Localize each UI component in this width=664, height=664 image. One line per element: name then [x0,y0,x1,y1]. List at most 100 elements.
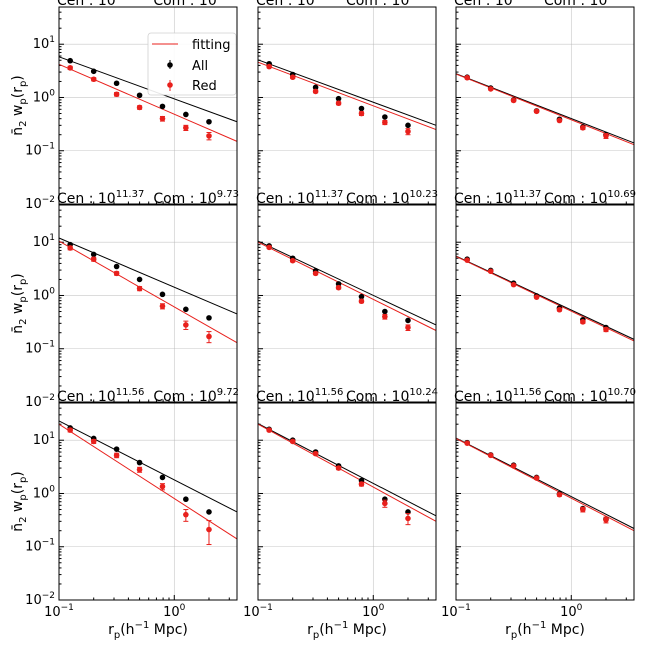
legend-all-label: All [192,59,208,74]
all-point [382,114,388,120]
y-tick-label: 10−1 [25,142,55,159]
red-point [556,117,563,124]
all-point [113,446,120,452]
legend-all-marker [167,62,173,68]
red-point [136,104,143,111]
all-point [90,251,97,258]
red-point [113,91,120,98]
red-point [113,270,120,277]
all-point [183,496,189,503]
red-point [335,284,342,291]
red-point [159,303,166,309]
red-point [90,76,97,83]
red-point [312,270,319,277]
fit-line-red [455,438,635,532]
red-point [556,306,563,313]
all-point [113,263,120,270]
all-point [136,459,143,466]
all-point [136,276,143,283]
y-tick-label: 100 [33,286,56,303]
panel-5 [257,204,437,403]
y-tick-label: 10−2 [25,393,55,410]
panel-title-cen: Cen : 1011.56 [256,387,343,405]
all-point [206,509,212,515]
all-point [312,84,319,91]
all-point [206,315,212,321]
panel-title-com: Com : 109.73 [153,189,239,207]
all-point [159,474,166,481]
fit-line-all [257,59,437,126]
red-point [464,257,470,263]
red-point [67,65,73,71]
y-tick-label: 10−2 [25,195,55,212]
panel-2 [257,6,437,205]
panel-title-cen: Cen : 1011.37 [256,189,343,207]
all-point [206,118,212,125]
red-point [580,124,586,131]
red-point [113,452,120,459]
panel-9 [455,402,635,601]
panel-6 [455,204,635,403]
fit-line-red [58,423,238,540]
legend-red-marker [167,82,173,88]
panel-frame [455,204,635,403]
panel-frame [58,6,238,205]
panel-title-com: Com : 109.72 [153,387,239,405]
y-tick-label: 101 [33,233,55,250]
fit-line-all [257,423,437,517]
panel-title-cen: Cen : 1011.18 [256,0,343,9]
fit-line-red [257,241,437,331]
red-point [533,294,540,300]
red-point [580,506,586,513]
red-point [183,124,189,131]
x-tick-label: 100 [560,603,583,620]
red-point [510,281,517,288]
red-point [603,517,609,523]
panel-title-cen: Cen : 1011.37 [454,189,541,207]
panel-frame [58,204,238,403]
fit-line-all [455,73,635,144]
y-axis-label: n̄2 wp(rp) [10,471,29,532]
fit-line-red [257,423,437,522]
red-point [405,128,411,135]
panel-title-cen: Cen : 1011.56 [454,387,541,405]
panel-title-cen: Cen : 1011.37 [57,189,144,207]
red-point [159,115,166,122]
panel-title-cen: Cen : 1011.18 [454,0,541,9]
panel-3 [455,6,635,205]
y-tick-label: 10−1 [25,538,55,555]
y-tick-label: 100 [33,88,56,105]
red-point [312,88,319,95]
red-point [487,452,494,459]
red-point [464,440,470,446]
red-point [358,298,365,305]
panel-4 [58,204,238,403]
panel-title-com: Com : 1010.23 [346,0,438,9]
panel-title-com: Com : 1010.23 [346,189,438,207]
panel-frame [257,204,437,403]
red-point [312,450,319,457]
panel-title-com: Com : 109.72 [153,0,239,9]
fit-line-all [58,420,238,513]
red-point [487,86,494,92]
x-tick-label: 10−1 [44,603,74,620]
y-axis-label: n̄2 wp(rp) [10,75,29,136]
all-point [159,103,166,110]
panel-frame [455,6,635,205]
legend-fitting-label: fitting [192,38,231,53]
red-point [136,466,143,473]
panel-title-com: Com : 1010.69 [544,0,636,9]
red-point [183,322,189,328]
legend-red-label: Red [192,79,217,94]
y-tick-label: 100 [33,484,56,501]
y-tick-label: 101 [33,431,55,448]
all-point [405,317,411,324]
fit-line-red [58,240,238,344]
red-point [405,515,411,522]
fit-line-all [455,437,635,529]
red-point [382,500,388,507]
red-point [556,491,563,498]
x-tick-label: 100 [362,603,385,620]
fit-line-red [58,63,238,142]
